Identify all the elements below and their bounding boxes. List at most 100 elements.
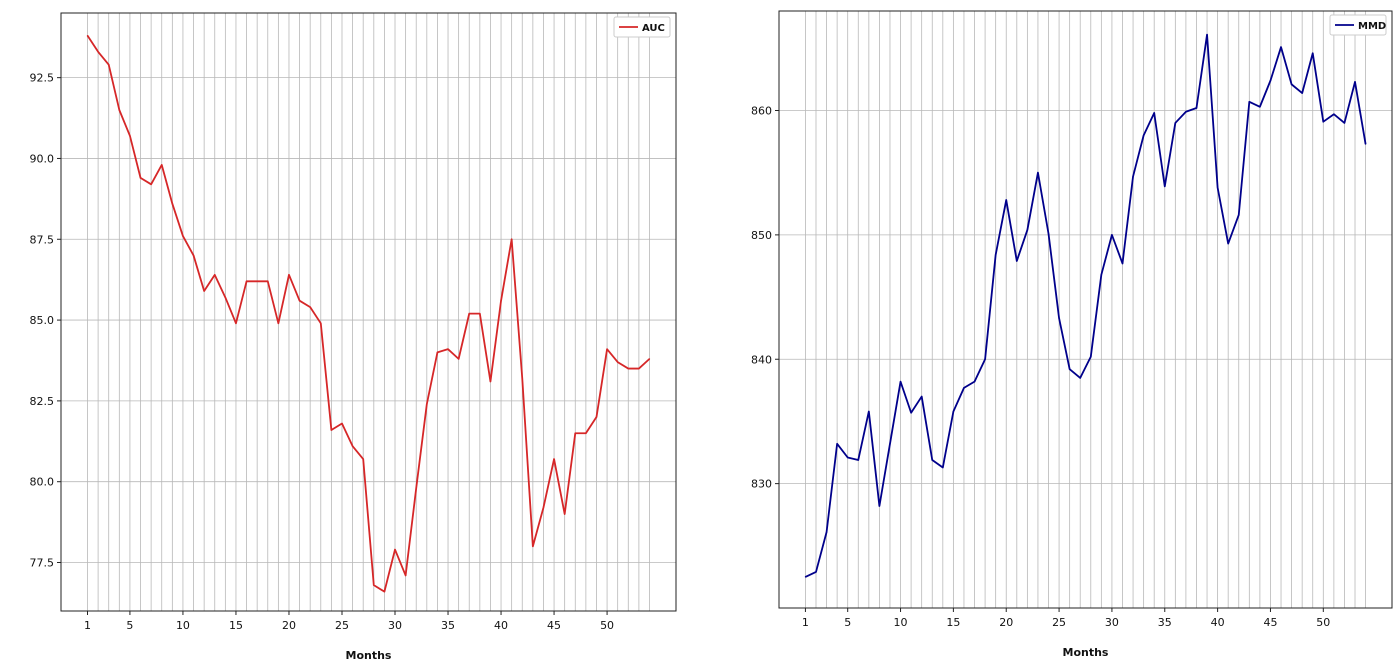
- data-point: [1090, 356, 1092, 358]
- data-point: [214, 274, 216, 276]
- data-point: [224, 296, 226, 299]
- x-tick-label: 45: [547, 619, 561, 632]
- data-point: [1195, 107, 1198, 109]
- data-point: [458, 358, 460, 360]
- data-point: [118, 109, 120, 111]
- data-point: [606, 348, 608, 350]
- auc-chart-svg: 77.580.082.585.087.590.092.51 5 10 15 20 25 30…: [30, 12, 677, 662]
- data-point: [500, 300, 502, 302]
- data-point: [1047, 233, 1050, 235]
- data-point: [320, 322, 322, 324]
- data-point: [171, 203, 173, 205]
- x-tick-label: 20: [999, 616, 1013, 629]
- plot-frame: [778, 10, 1393, 609]
- data-point: [553, 458, 555, 460]
- x-tick-label: 1: [84, 619, 91, 632]
- legend-label: MMD: [1358, 21, 1386, 32]
- x-tick-label: 25: [335, 619, 349, 632]
- data-point: [1016, 260, 1018, 262]
- data-point: [1280, 46, 1282, 48]
- data-point: [1364, 143, 1367, 145]
- x-tick-label: 10: [176, 619, 190, 632]
- data-point: [373, 584, 375, 586]
- data-point: [447, 348, 449, 350]
- data-point: [1322, 121, 1324, 123]
- y-tick-label: 840: [751, 353, 772, 366]
- data-point: [595, 416, 598, 418]
- data-point: [351, 445, 354, 447]
- data-point: [899, 381, 902, 383]
- data-point: [1153, 112, 1155, 114]
- data-point: [405, 574, 407, 577]
- data-point: [585, 432, 587, 434]
- data-point: [267, 280, 269, 282]
- data-point: [921, 395, 923, 398]
- plot-frame: [60, 12, 677, 612]
- data-point: [521, 377, 523, 379]
- horizontal-gridlines: [779, 110, 1392, 485]
- data-point: [1227, 242, 1229, 245]
- data-point: [288, 274, 290, 276]
- legend: AUC: [613, 16, 671, 38]
- data-point: [108, 64, 110, 66]
- x-tick-label: 40: [1211, 616, 1225, 629]
- data-point: [203, 290, 205, 292]
- mmd-chart: 830 840 850 860 1 5 10 15 20 25 30 35 40 45 50 Months MM…: [700, 0, 1400, 668]
- data-point: [931, 459, 933, 461]
- data-point: [245, 280, 248, 282]
- legend-box: [613, 16, 671, 38]
- data-point: [1354, 81, 1356, 83]
- x-tick-label: 5: [844, 616, 851, 629]
- data-point: [1121, 262, 1124, 265]
- x-tick-label: 10: [894, 616, 908, 629]
- data-point: [1164, 185, 1166, 187]
- data-point: [330, 429, 332, 431]
- data-point: [161, 164, 163, 166]
- data-point: [1343, 122, 1346, 124]
- legend: MMD: [1329, 14, 1387, 36]
- series-line-auc: [86, 35, 651, 593]
- series-line-mmd: [805, 33, 1367, 578]
- y-tick-label: 860: [751, 105, 772, 118]
- data-point: [825, 531, 828, 533]
- series-points-mmd: [804, 34, 1367, 578]
- data-point: [1185, 111, 1187, 113]
- x-tick-label: 15: [946, 616, 960, 629]
- x-tick-label: 1: [802, 616, 809, 629]
- legend-box: [1329, 14, 1387, 36]
- x-tick-label: 50: [600, 619, 614, 632]
- data-point: [426, 403, 428, 405]
- data-point: [362, 458, 364, 460]
- data-point: [1111, 234, 1113, 236]
- data-point: [129, 135, 131, 137]
- x-tick-label: 35: [441, 619, 455, 632]
- data-point: [150, 183, 152, 185]
- x-tick-label: 20: [282, 619, 296, 632]
- data-point: [627, 367, 629, 370]
- data-point: [1312, 52, 1314, 54]
- data-point: [1174, 122, 1176, 124]
- x-tick-label: 25: [1052, 616, 1066, 629]
- data-point: [564, 513, 566, 515]
- y-tick-label: 77.5: [30, 557, 55, 570]
- data-point: [139, 177, 142, 179]
- data-point: [532, 545, 534, 547]
- x-tick-label: 5: [126, 619, 133, 632]
- data-point: [298, 300, 301, 302]
- data-point: [394, 548, 396, 551]
- x-axis-label: Months: [346, 649, 392, 662]
- vertical-gridlines: [87, 13, 650, 611]
- data-point: [542, 506, 545, 509]
- data-point: [489, 380, 492, 383]
- data-point: [1238, 214, 1240, 216]
- x-tick-label: 15: [229, 619, 243, 632]
- data-point: [1005, 199, 1007, 201]
- data-point: [415, 487, 417, 489]
- vertical-gridlines: [805, 11, 1366, 608]
- data-point: [1079, 377, 1081, 379]
- y-tick-label: 90.0: [30, 152, 55, 165]
- x-tick-label: 40: [494, 619, 508, 632]
- data-point: [479, 313, 481, 315]
- data-point: [963, 387, 965, 389]
